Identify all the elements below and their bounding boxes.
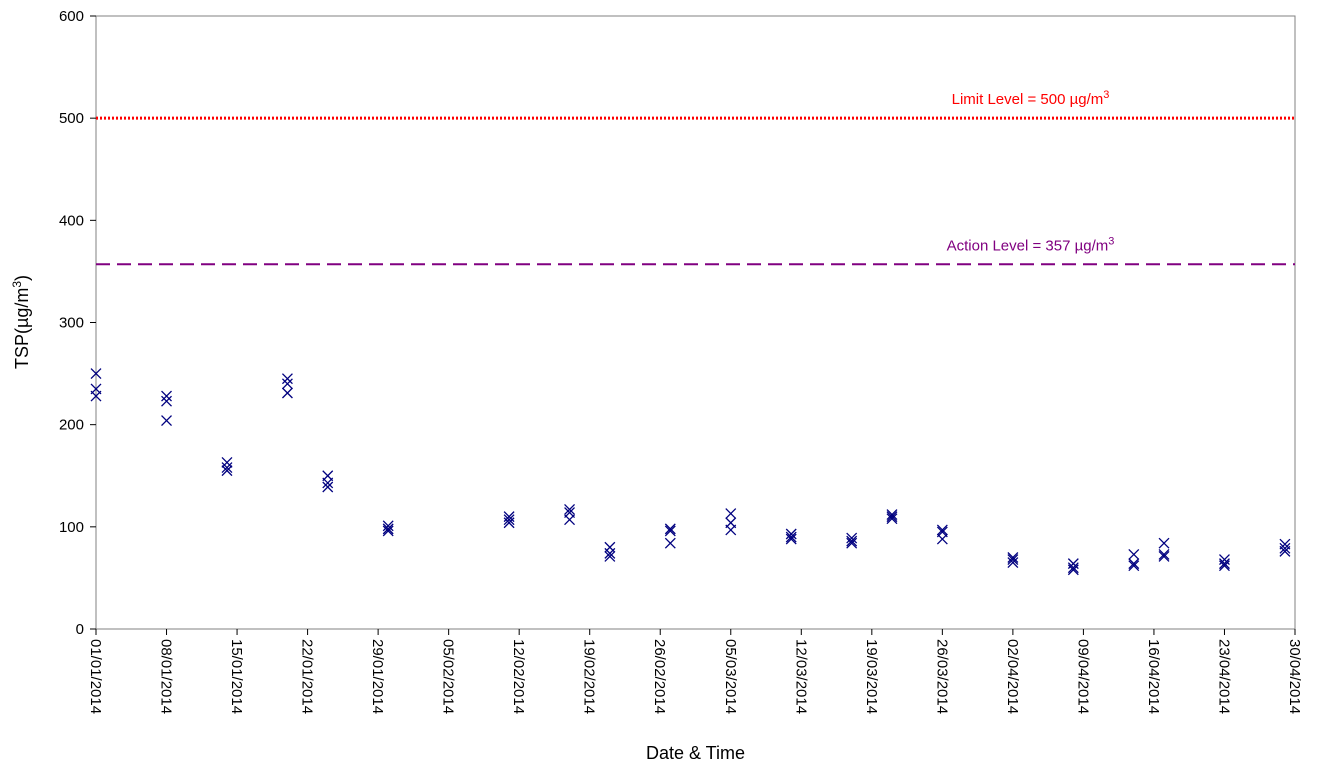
x-tick-label: 09/04/2014: [1074, 639, 1091, 714]
x-tick-label: 05/02/2014: [440, 639, 457, 714]
data-point: [1158, 548, 1170, 560]
data-point: [221, 465, 233, 477]
x-tick-label: 23/04/2014: [1215, 639, 1232, 714]
x-tick-label: 05/03/2014: [722, 639, 739, 714]
y-axis-title: TSP(µg/m3): [10, 275, 32, 369]
data-point: [161, 415, 172, 427]
data-point: [936, 524, 948, 536]
x-tick-label: 12/03/2014: [792, 639, 809, 714]
data-point: [382, 525, 394, 537]
x-axis: 01/01/2014 08/01/2014 15/01/2014 22/01/2014…: [87, 629, 1303, 714]
data-point: [1158, 551, 1170, 562]
data-point: [1067, 564, 1079, 576]
y-tick-label: 300: [59, 315, 84, 332]
data-point: [886, 511, 898, 523]
data-point: [161, 395, 172, 407]
data-point: [382, 523, 394, 535]
data-point: [281, 387, 293, 399]
x-tick-label: 15/01/2014: [228, 639, 245, 714]
data-point: [1219, 560, 1230, 572]
data-point: [604, 547, 616, 559]
data-point: [846, 537, 858, 549]
data-point: [1128, 560, 1140, 572]
data-point: [1007, 554, 1019, 565]
data-point: [281, 373, 293, 385]
data-point: [1279, 542, 1291, 554]
x-tick-label: 30/04/2014: [1286, 639, 1303, 714]
data-point: [846, 535, 858, 547]
data-point: [785, 528, 797, 540]
data-point: [664, 523, 676, 535]
x-tick-label: 01/01/2014: [87, 639, 104, 714]
x-tick-label: 22/01/2014: [299, 639, 316, 714]
y-tick-label: 100: [59, 519, 84, 536]
data-point: [936, 533, 948, 545]
data-point: [90, 368, 102, 380]
data-point: [1128, 548, 1140, 560]
data-point: [1279, 545, 1291, 557]
y-tick-label: 600: [59, 8, 84, 25]
x-tick-label: 08/01/2014: [158, 639, 175, 714]
data-point: [1007, 552, 1019, 563]
data-point: [281, 378, 293, 390]
x-axis-title: Date & Time: [646, 743, 745, 763]
data-point: [161, 390, 172, 402]
data-point: [221, 462, 233, 474]
y-tick-label: 0: [76, 621, 84, 638]
plot-area: [95, 15, 1296, 630]
x-tick-label: 26/03/2014: [933, 639, 950, 714]
x-tick-label: 16/04/2014: [1145, 639, 1162, 714]
data-point: [725, 508, 737, 520]
x-tick-label: 19/02/2014: [581, 639, 598, 714]
data-point: [1007, 557, 1019, 569]
y-tick-label: 400: [59, 212, 84, 229]
y-axis-title-superscript: 3: [10, 281, 24, 288]
data-point: [221, 457, 233, 468]
x-tick-label: 26/02/2014: [651, 639, 668, 714]
data-points: [90, 368, 1291, 576]
data-point: [886, 513, 898, 525]
data-point: [503, 517, 515, 529]
data-point: [886, 509, 898, 521]
data-point: [664, 525, 676, 537]
y-tick-label: 200: [59, 417, 84, 434]
data-point: [322, 481, 334, 493]
data-point: [785, 533, 797, 545]
data-point: [664, 537, 676, 549]
data-point: [564, 504, 576, 515]
y-axis: 0 100 200 300 400 500 600: [59, 8, 96, 638]
x-tick-label: 02/04/2014: [1004, 639, 1021, 714]
data-point: [785, 531, 797, 543]
data-point: [604, 551, 616, 562]
data-point: [1128, 558, 1140, 570]
data-point: [503, 514, 515, 526]
data-point: [1219, 558, 1230, 570]
reference-lines: Limit Level = 500 µg/m3 Action Level = 35…: [96, 89, 1295, 266]
data-point: [382, 520, 394, 532]
x-tick-label: 19/03/2014: [863, 639, 880, 714]
reference-line-label: Limit Level = 500 µg/m3: [952, 89, 1110, 108]
y-tick-label: 500: [59, 110, 84, 127]
data-point: [322, 477, 334, 489]
data-point: [564, 514, 576, 526]
reference-line-label: Action Level = 357 µg/m3: [947, 235, 1115, 254]
x-tick-label: 29/01/2014: [369, 639, 386, 714]
data-point: [846, 532, 858, 544]
data-point: [90, 390, 102, 402]
x-tick-label: 12/02/2014: [510, 639, 527, 714]
data-point: [1067, 562, 1079, 574]
data-point: [1158, 537, 1170, 549]
data-point: [725, 524, 737, 536]
